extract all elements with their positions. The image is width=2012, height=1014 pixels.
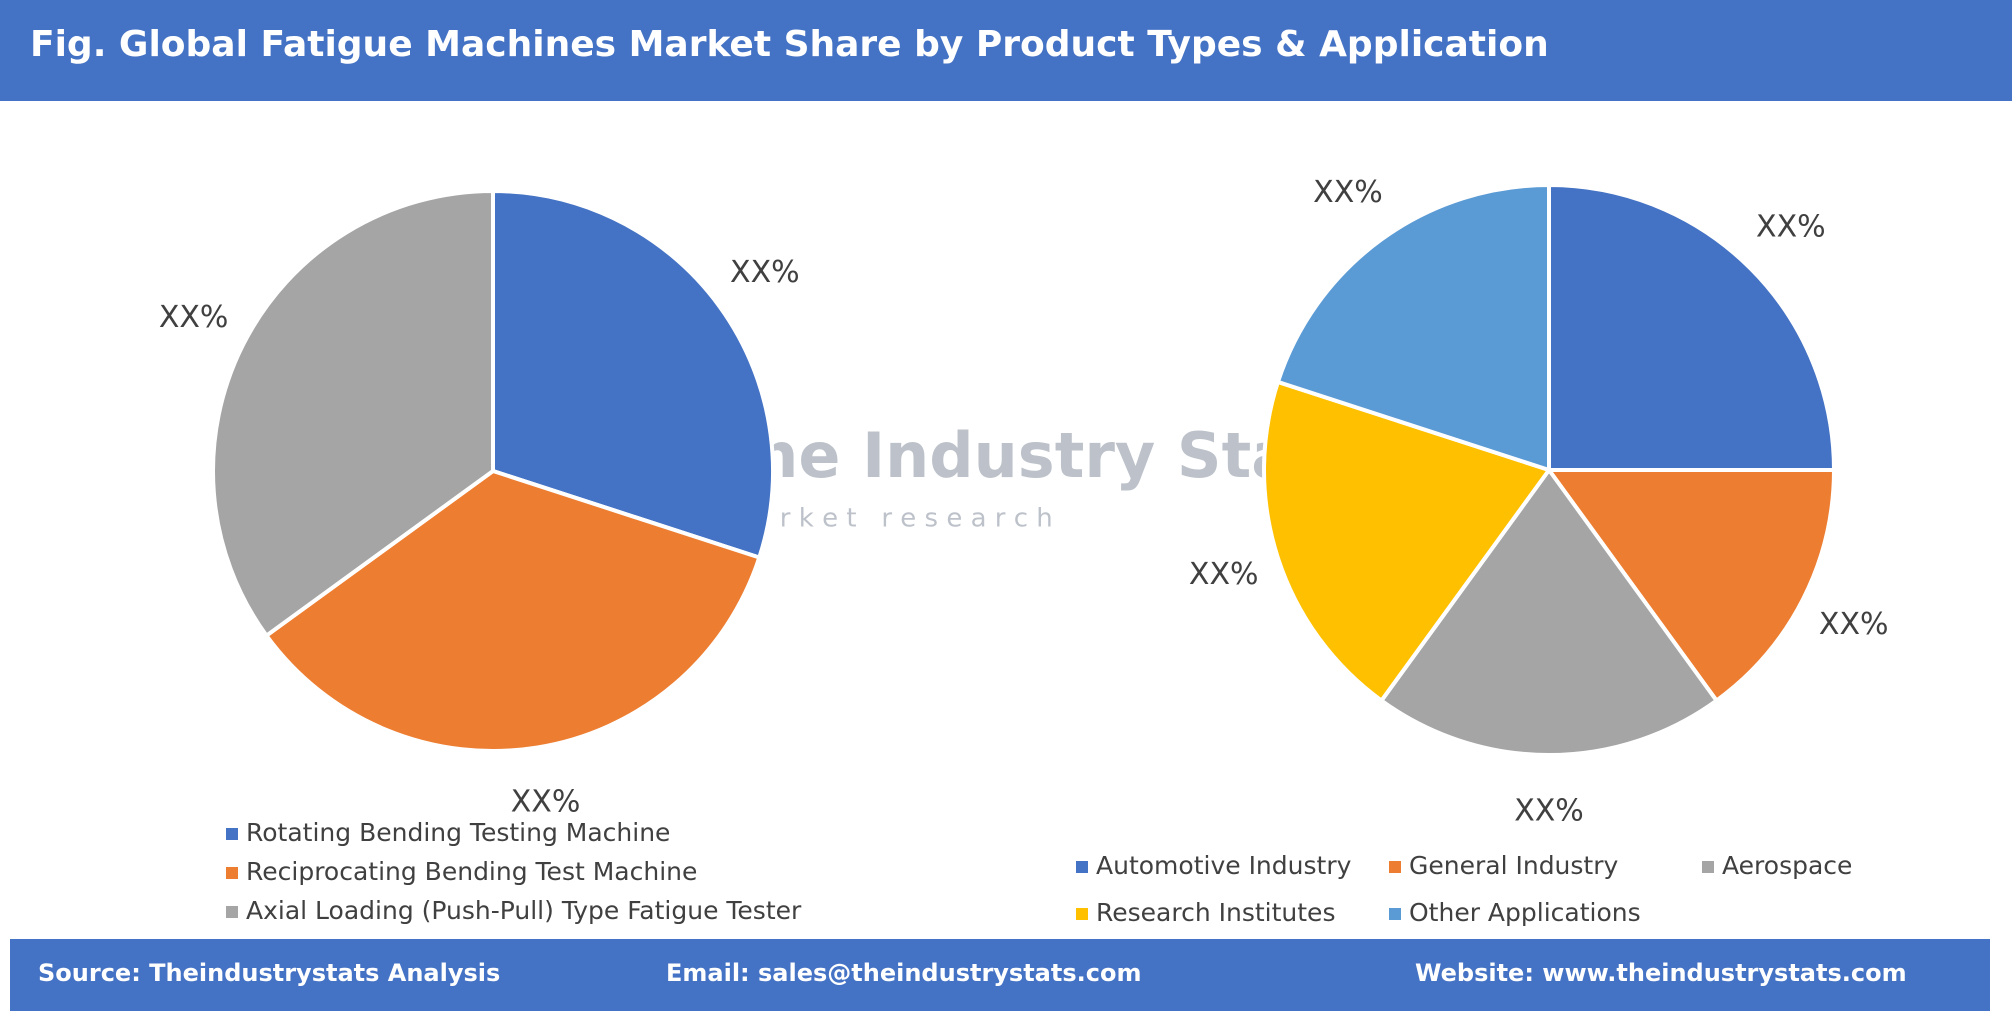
legend-label: Other Applications <box>1409 898 1641 927</box>
data-label: XX% <box>1756 210 1826 245</box>
legend-marker <box>1389 861 1401 873</box>
watermark-name: The Industry Stats <box>712 419 1360 492</box>
header-bar <box>0 0 2012 101</box>
legend-marker <box>226 828 238 840</box>
pie-slice <box>1262 379 1553 704</box>
legend-marker <box>1076 908 1088 920</box>
pie-slice <box>1547 182 1837 472</box>
legend-marker <box>1702 861 1714 873</box>
data-label: XX% <box>1819 607 1889 642</box>
legend-marker <box>226 906 238 918</box>
legend-label: General Industry <box>1409 851 1619 880</box>
legend-label: Rotating Bending Testing Machine <box>246 818 670 847</box>
legend-label: Axial Loading (Push-Pull) Type Fatigue T… <box>246 896 802 925</box>
data-label: XX% <box>1189 557 1259 592</box>
footer-email: Email: sales@theindustrystats.com <box>666 959 1141 987</box>
data-label: XX% <box>511 784 581 819</box>
footer-source: Source: Theindustrystats Analysis <box>38 959 500 987</box>
pie-slice <box>263 468 762 753</box>
data-label: XX% <box>1514 794 1584 829</box>
pie-slice <box>1275 182 1551 473</box>
watermark-tagline: m a r k e t r e s e a r c h <box>722 504 1053 534</box>
pie-slice <box>1545 468 1837 704</box>
pie-slice <box>491 188 775 561</box>
legend-marker <box>1389 908 1401 920</box>
legend-label: Aerospace <box>1722 851 1852 880</box>
legend-marker <box>226 867 238 879</box>
pie-slice <box>211 188 495 639</box>
footer-bar <box>10 939 1990 1011</box>
legend-marker <box>1076 861 1088 873</box>
page-title: Fig. Global Fatigue Machines Market Shar… <box>30 24 1549 65</box>
pie-slice <box>1378 466 1720 758</box>
data-label: XX% <box>730 255 800 290</box>
legend-label: Automotive Industry <box>1096 851 1352 880</box>
footer-website: Website: www.theindustrystats.com <box>1415 959 1907 987</box>
legend-label: Reciprocating Bending Test Machine <box>246 857 697 886</box>
data-label: XX% <box>1313 175 1383 210</box>
legend-label: Research Institutes <box>1096 898 1335 927</box>
data-label: XX% <box>159 300 229 335</box>
